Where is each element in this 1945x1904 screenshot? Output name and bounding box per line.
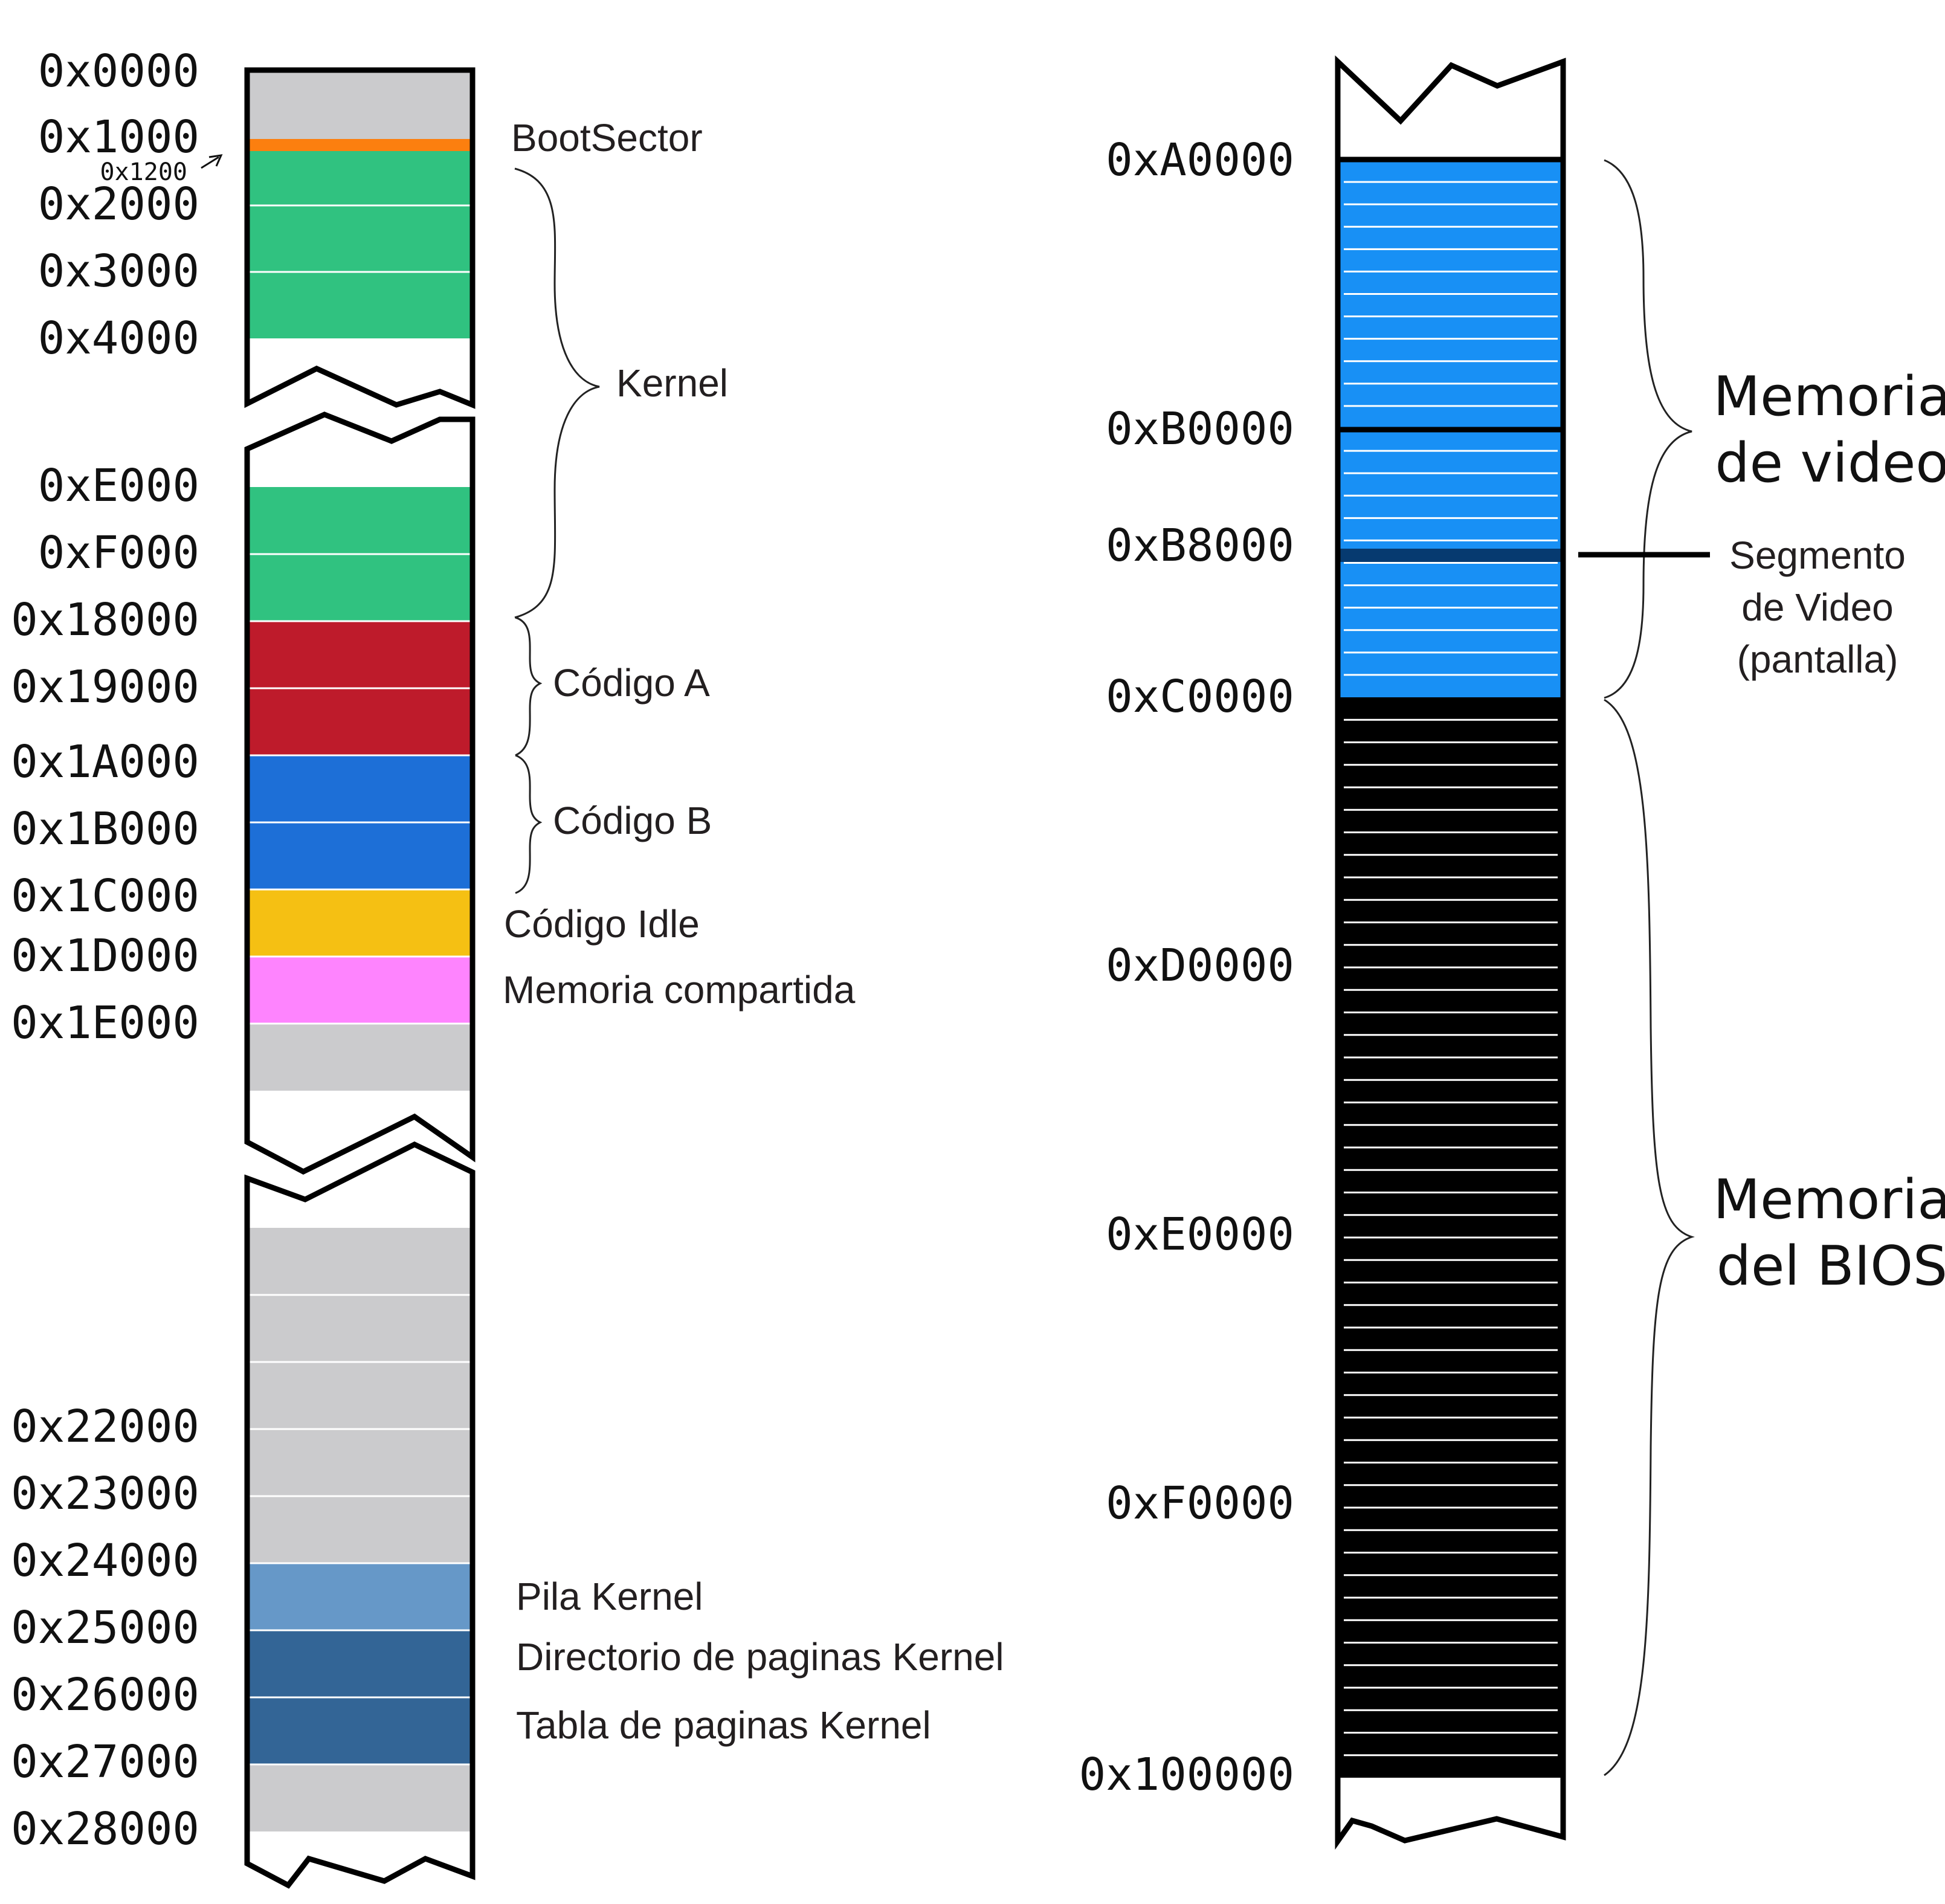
label-kernel: Kernel <box>616 361 728 405</box>
kernel-brace <box>514 167 600 619</box>
address-0x0000: 0x0000 <box>38 45 199 97</box>
address-0xE0000: 0xE0000 <box>1106 1209 1294 1260</box>
label-pila-kernel: Pila Kernel <box>516 1575 703 1618</box>
block-0x1E000 <box>248 1024 471 1091</box>
label-segmento-line1: Segmento <box>1729 534 1906 577</box>
bios-stripes <box>1344 718 1558 1757</box>
block-tabla <box>248 1697 471 1764</box>
block-0x27000 <box>248 1764 471 1831</box>
address-0x1D000: 0x1D000 <box>11 930 199 982</box>
address-0xE000: 0xE000 <box>38 460 199 512</box>
right-labels: Memoria de video Segmento de Video (pant… <box>1714 365 1945 1298</box>
address-0xC0000: 0xC0000 <box>1106 671 1294 723</box>
address-0x27000: 0x27000 <box>11 1736 199 1788</box>
label-memoria-video-line2: de video <box>1715 431 1945 495</box>
address-0x3000: 0x3000 <box>38 245 199 297</box>
label-segmento-line2: de Video <box>1741 586 1894 629</box>
address-0x25000: 0x25000 <box>11 1602 199 1654</box>
address-0x1000: 0x1000 <box>38 111 199 163</box>
block-codigo-idle <box>248 889 471 957</box>
address-0xF000: 0xF000 <box>38 527 199 579</box>
right-addresses: 0xA0000 0xB0000 0xB8000 0xC0000 0xD0000 … <box>1079 134 1294 1801</box>
address-0x1A000: 0x1A000 <box>11 736 199 788</box>
label-codigo-b: Código B <box>553 799 712 842</box>
address-0x26000: 0x26000 <box>11 1669 199 1721</box>
address-0x28000: 0x28000 <box>11 1803 199 1855</box>
label-directorio: Directorio de paginas Kernel <box>516 1635 1004 1679</box>
right-column <box>1335 55 1566 1850</box>
label-tabla: Tabla de paginas Kernel <box>516 1703 931 1747</box>
left-braces <box>514 167 600 894</box>
block-kernel-1 <box>248 151 471 205</box>
label-memoria-bios-line1: Memoria <box>1714 1168 1945 1231</box>
block-kernel-2 <box>248 205 471 272</box>
address-0xB0000: 0xB0000 <box>1106 403 1294 455</box>
address-0x4000: 0x4000 <box>38 312 199 364</box>
address-0xD0000: 0xD0000 <box>1106 940 1294 992</box>
right-braces <box>1604 159 1695 1777</box>
video-stripes <box>1344 181 1558 676</box>
label-memoria-video-line1: Memoria <box>1714 365 1945 428</box>
left-segment-3 <box>244 1141 476 1889</box>
address-0x100000: 0x100000 <box>1079 1749 1294 1801</box>
address-0x19000: 0x19000 <box>11 661 199 713</box>
left-segment-2 <box>244 411 476 1175</box>
right-column-outline <box>1335 55 1566 1850</box>
address-0x1B000: 0x1B000 <box>11 803 199 855</box>
address-0xB8000: 0xB8000 <box>1106 520 1294 572</box>
left-labels: BootSector Kernel Código A Código B Códi… <box>503 116 1004 1747</box>
segment-3-outline <box>244 1141 476 1889</box>
block-0x0000 <box>248 71 471 139</box>
label-bootsector: BootSector <box>511 116 703 160</box>
block-segmento-video <box>1339 549 1562 562</box>
memoria-video-brace <box>1604 159 1692 699</box>
segment-2-outline <box>244 411 476 1175</box>
left-addresses: 0x0000 0x1000 0x2000 0x3000 0x4000 0xE00… <box>11 45 199 1855</box>
label-codigo-a: Código A <box>553 661 710 705</box>
address-0x1E000: 0x1E000 <box>11 997 199 1049</box>
label-codigo-idle: Código Idle <box>504 902 700 946</box>
block-bootsector <box>248 139 471 151</box>
block-memoria-compartida <box>248 957 471 1024</box>
address-0x1200: 0x1200 <box>100 158 188 186</box>
address-0x1C000: 0x1C000 <box>11 870 199 922</box>
segment-1-outline <box>244 67 476 409</box>
codigo-a-brace <box>515 616 543 757</box>
address-0x2000: 0x2000 <box>38 178 199 230</box>
label-segmento-line3: (pantalla) <box>1737 637 1898 681</box>
arrow-0x1200 <box>201 156 219 169</box>
address-0xA0000: 0xA0000 <box>1106 134 1294 186</box>
address-0x1200-marker: 0x1200 <box>100 154 223 186</box>
label-memoria-bios-line2: del BIOS <box>1717 1234 1945 1298</box>
address-0x18000: 0x18000 <box>11 594 199 646</box>
address-0xF0000: 0xF0000 <box>1106 1477 1294 1529</box>
codigo-b-brace <box>515 754 543 894</box>
label-memoria-compartida: Memoria compartida <box>503 968 856 1012</box>
block-kernel-3 <box>248 272 471 338</box>
memoria-bios-brace <box>1604 699 1695 1777</box>
block-directorio <box>248 1630 471 1697</box>
address-0x23000: 0x23000 <box>11 1468 199 1520</box>
address-0x24000: 0x24000 <box>11 1535 199 1587</box>
address-0x22000: 0x22000 <box>11 1401 199 1453</box>
block-pila-kernel <box>248 1563 471 1630</box>
left-segment-1 <box>244 67 476 409</box>
block-gray-a <box>248 1228 471 1563</box>
